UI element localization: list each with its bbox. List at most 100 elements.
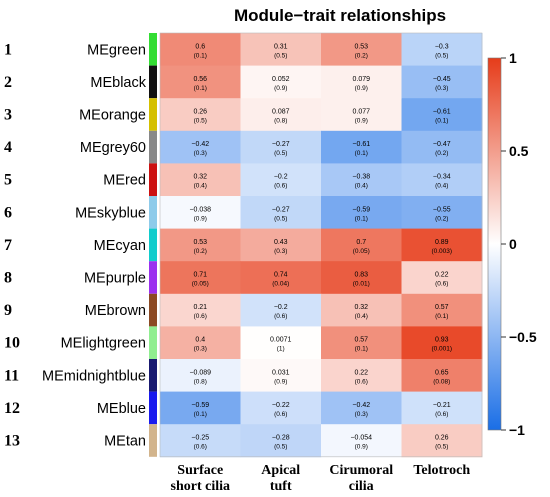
- heatmap-cell: [240, 359, 322, 393]
- cell-pvalue: (0.5): [194, 118, 207, 125]
- column-label: Cirumoral: [329, 463, 393, 478]
- module-label: MEgreen: [87, 42, 146, 58]
- legend-tick-label: 1: [509, 50, 517, 66]
- legend-tick-label: −0.5: [509, 329, 537, 345]
- cell-correlation: −0.38: [352, 174, 370, 181]
- cell-pvalue: (1): [277, 346, 285, 353]
- row-number: 6: [4, 204, 12, 221]
- heatmap-cell: [160, 163, 241, 197]
- cell-pvalue: (0.6): [274, 183, 287, 190]
- cell-correlation: 0.4: [195, 337, 205, 344]
- row-number: 7: [4, 237, 12, 254]
- cell-pvalue: (0.1): [435, 118, 448, 125]
- cell-correlation: 0.26: [435, 435, 449, 442]
- module-label: MEblack: [90, 75, 146, 91]
- module-color-swatch: [149, 33, 157, 66]
- heatmap-cell: [160, 130, 241, 164]
- cell-correlation: 0.43: [274, 239, 288, 246]
- cell-correlation: 0.65: [435, 369, 449, 376]
- cell-correlation: 0.32: [193, 174, 207, 181]
- cell-pvalue: (0.2): [435, 215, 448, 222]
- cell-pvalue: (0.6): [274, 411, 287, 418]
- color-legend: 1 0.5 0 −0.5 −1: [487, 50, 537, 438]
- heatmap-cell: [160, 98, 241, 132]
- cell-correlation: −0.55: [433, 206, 451, 213]
- heatmap-cell: [321, 424, 402, 458]
- cell-pvalue: (0.1): [194, 85, 207, 92]
- cell-pvalue: (0.9): [274, 85, 287, 92]
- row-number: 9: [4, 302, 12, 319]
- row-number: 3: [4, 107, 12, 124]
- cell-correlation: 0.079: [352, 76, 370, 83]
- cell-pvalue: (0.6): [194, 444, 207, 451]
- heatmap-border: [159, 32, 483, 458]
- cell-correlation: −0.45: [433, 76, 451, 83]
- cell-correlation: 0.22: [354, 369, 368, 376]
- cell-pvalue: (0.3): [194, 346, 207, 353]
- heatmap-cell: [240, 261, 322, 295]
- heatmap-cell: [401, 424, 483, 458]
- cell-correlation: 0.031: [272, 369, 290, 376]
- heatmap-cell: [321, 196, 402, 230]
- module-label: MEtan: [104, 434, 146, 450]
- cell-correlation: 0.26: [193, 109, 207, 116]
- heatmap-cell: [160, 33, 241, 67]
- module-label: MEcyan: [94, 238, 146, 254]
- cell-pvalue: (0.4): [355, 183, 368, 190]
- cell-pvalue: (0.9): [274, 378, 287, 385]
- cell-correlation: −0.47: [433, 141, 451, 148]
- cell-correlation: −0.28: [272, 435, 290, 442]
- module-label: MEred: [103, 173, 146, 189]
- cell-pvalue: (0.9): [355, 118, 368, 125]
- heatmap-cell: [240, 65, 322, 99]
- cell-pvalue: (0.6): [435, 411, 448, 418]
- module-color-swatch: [149, 228, 157, 262]
- row-number: 13: [4, 433, 20, 450]
- cell-pvalue: (0.1): [355, 215, 368, 222]
- column-label: cilia: [349, 479, 374, 494]
- cell-pvalue: (0.5): [274, 150, 287, 157]
- legend-tick-label: −1: [509, 422, 525, 438]
- heatmap-cell: [401, 359, 483, 393]
- legend-colorbar: [488, 58, 501, 430]
- cell-pvalue: (0.4): [435, 183, 448, 190]
- heatmap-cell: [160, 196, 241, 230]
- cell-pvalue: (0.9): [194, 215, 207, 222]
- heatmap-cell: [401, 293, 483, 327]
- cell-correlation: −0.22: [272, 402, 290, 409]
- heatmap-cell: [401, 130, 483, 164]
- heatmap-cell: [401, 65, 483, 99]
- cell-correlation: 0.74: [274, 272, 288, 279]
- cell-pvalue: (0.01): [353, 281, 370, 288]
- module-label: MEorange: [79, 108, 146, 124]
- heatmap-cell: [240, 163, 322, 197]
- heatmap-cell: [160, 293, 241, 327]
- cell-pvalue: (0.1): [355, 346, 368, 353]
- cell-pvalue: (0.3): [194, 150, 207, 157]
- heatmap-cell: [240, 424, 322, 458]
- cell-pvalue: (0.3): [274, 248, 287, 255]
- heatmap-cell: [240, 391, 322, 425]
- row-labels: 1 MEgreen 2 MEblack 3 MEorange 4 MEgrey60 5 MEred…: [4, 33, 157, 457]
- heatmap-cell: [160, 359, 241, 393]
- module-label: MEskyblue: [75, 205, 146, 221]
- heatmap-cell: [401, 228, 483, 262]
- cell-correlation: 0.53: [193, 239, 207, 246]
- cell-pvalue: (0.2): [435, 150, 448, 157]
- cell-pvalue: (0.8): [194, 378, 207, 385]
- cell-correlation: 0.56: [193, 76, 207, 83]
- cell-pvalue: (0.6): [435, 281, 448, 288]
- heatmap-cell: [321, 98, 402, 132]
- cell-correlation: 0.0071: [270, 337, 292, 344]
- module-label: MEpurple: [84, 271, 146, 287]
- cell-correlation: 0.32: [354, 304, 368, 311]
- heatmap-cell: [401, 196, 483, 230]
- cell-correlation: 0.052: [272, 76, 290, 83]
- cell-correlation: −0.34: [433, 174, 451, 181]
- heatmap-cell: [240, 33, 322, 67]
- cell-correlation: −0.61: [433, 109, 451, 116]
- module-color-swatch: [149, 196, 157, 229]
- heatmap-cell: [160, 261, 241, 295]
- cell-pvalue: (0.001): [431, 346, 452, 353]
